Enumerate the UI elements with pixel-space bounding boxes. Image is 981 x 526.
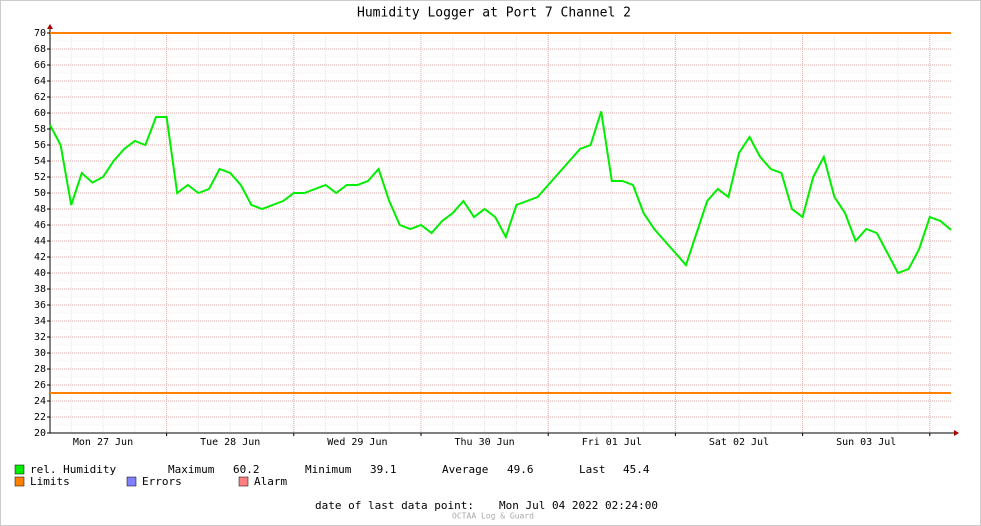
y-tick-label: 36 — [34, 300, 46, 311]
y-tick-label: 34 — [34, 316, 46, 327]
y-tick-label: 24 — [34, 396, 46, 407]
x-tick-label: Thu 30 Jun — [454, 437, 514, 448]
y-tick-label: 50 — [34, 188, 46, 199]
stat-label: Average — [442, 463, 488, 476]
y-tick-label: 46 — [34, 220, 46, 231]
legend-label: rel. Humidity — [30, 463, 116, 476]
legend-swatch — [126, 476, 137, 487]
chart-title: Humidity Logger at Port 7 Channel 2 — [357, 6, 631, 21]
y-tick-label: 32 — [34, 332, 46, 343]
legend-label: Alarm — [254, 475, 287, 488]
y-tick-label: 70 — [34, 28, 46, 39]
x-tick-label: Tue 28 Jun — [200, 437, 260, 448]
y-arrow — [47, 24, 53, 29]
footer-label: date of last data point: — [315, 499, 474, 512]
y-tick-label: 48 — [34, 204, 46, 215]
y-tick-label: 62 — [34, 92, 46, 103]
data-line — [49, 111, 952, 275]
legend-label: Errors — [142, 475, 182, 488]
y-tick-label: 20 — [34, 428, 46, 439]
y-tick-label: 56 — [34, 140, 46, 151]
x-tick-label: Fri 01 Jul — [582, 437, 642, 448]
legend-swatch — [238, 476, 249, 487]
y-tick-label: 52 — [34, 172, 46, 183]
y-tick-label: 66 — [34, 60, 46, 71]
stat-value: 60.2 — [233, 463, 260, 476]
stat-value: 45.4 — [623, 463, 650, 476]
y-tick-label: 58 — [34, 124, 46, 135]
x-tick-label: Sun 03 Jul — [836, 437, 896, 448]
stat-value: 39.1 — [370, 463, 397, 476]
stat-value: 49.6 — [507, 463, 534, 476]
y-tick-label: 26 — [34, 380, 46, 391]
stat-label: Last — [579, 463, 606, 476]
y-tick-label: 60 — [34, 108, 46, 119]
y-tick-label: 40 — [34, 268, 46, 279]
x-arrow — [954, 430, 959, 436]
y-tick-label: 54 — [34, 156, 46, 167]
y-tick-label: 64 — [34, 76, 46, 87]
stat-label: Minimum — [305, 463, 352, 476]
y-tick-label: 30 — [34, 348, 46, 359]
x-tick-label: Mon 27 Jun — [73, 437, 133, 448]
y-tick-label: 38 — [34, 284, 46, 295]
y-tick-label: 68 — [34, 44, 46, 55]
y-tick-label: 28 — [34, 364, 46, 375]
legend-label: Limits — [30, 475, 70, 488]
legend-swatch — [14, 476, 25, 487]
x-tick-label: Sat 02 Jul — [709, 437, 769, 448]
legend-swatch — [14, 464, 25, 475]
stat-label: Maximum — [168, 463, 215, 476]
footer-value: Mon Jul 04 2022 02:24:00 — [499, 499, 658, 512]
watermark: OCTAA Log & Guard — [452, 512, 534, 521]
y-tick-label: 42 — [34, 252, 46, 263]
x-tick-label: Wed 29 Jun — [327, 437, 387, 448]
y-tick-label: 44 — [34, 236, 46, 247]
y-tick-label: 22 — [34, 412, 46, 423]
